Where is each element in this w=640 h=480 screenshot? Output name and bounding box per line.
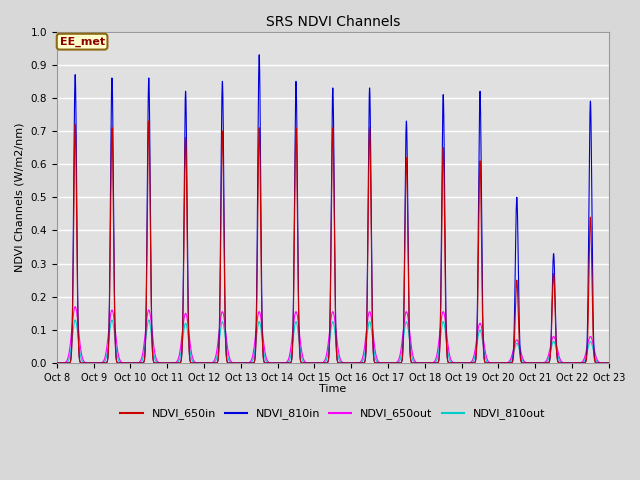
NDVI_810in bbox=[548, 307, 556, 313]
NDVI_810in bbox=[597, 360, 605, 366]
NDVI_650out bbox=[301, 359, 309, 365]
NDVI_650in bbox=[53, 360, 61, 366]
NDVI_650out bbox=[532, 360, 540, 366]
NDVI_650in bbox=[145, 118, 152, 124]
NDVI_650out bbox=[604, 360, 611, 366]
NDVI_810out bbox=[405, 334, 413, 340]
NDVI_650out bbox=[548, 337, 556, 343]
NDVI_810out bbox=[53, 360, 61, 366]
NDVI_650in bbox=[605, 360, 612, 366]
NDVI_650out bbox=[597, 360, 605, 366]
NDVI_810out bbox=[532, 360, 540, 366]
NDVI_650in bbox=[405, 323, 413, 328]
NDVI_650in bbox=[301, 360, 309, 366]
NDVI_810out bbox=[605, 360, 612, 366]
NDVI_650in bbox=[532, 360, 540, 366]
NDVI_810in bbox=[301, 360, 309, 366]
Y-axis label: NDVI Channels (W/m2/nm): NDVI Channels (W/m2/nm) bbox=[15, 122, 25, 272]
NDVI_650out bbox=[53, 360, 61, 366]
NDVI_650out bbox=[71, 304, 79, 310]
NDVI_650in bbox=[597, 360, 605, 366]
NDVI_810in bbox=[605, 360, 612, 366]
Line: NDVI_650out: NDVI_650out bbox=[57, 307, 609, 363]
X-axis label: Time: Time bbox=[319, 384, 346, 394]
NDVI_810in bbox=[53, 360, 61, 366]
Line: NDVI_650in: NDVI_650in bbox=[57, 121, 609, 363]
NDVI_650in bbox=[548, 317, 556, 323]
NDVI_810out bbox=[604, 360, 611, 366]
Title: SRS NDVI Channels: SRS NDVI Channels bbox=[266, 15, 400, 29]
Legend: NDVI_650in, NDVI_810in, NDVI_650out, NDVI_810out: NDVI_650in, NDVI_810in, NDVI_650out, NDV… bbox=[116, 404, 550, 424]
NDVI_810out bbox=[548, 342, 556, 348]
NDVI_810in bbox=[255, 52, 263, 58]
NDVI_810in bbox=[532, 360, 540, 366]
Line: NDVI_810out: NDVI_810out bbox=[57, 320, 609, 363]
Text: EE_met: EE_met bbox=[60, 36, 105, 47]
NDVI_810in bbox=[604, 360, 611, 366]
Line: NDVI_810in: NDVI_810in bbox=[57, 55, 609, 363]
NDVI_810in bbox=[405, 316, 413, 322]
NDVI_650out bbox=[605, 360, 612, 366]
NDVI_810out bbox=[71, 317, 79, 323]
NDVI_650in bbox=[604, 360, 611, 366]
NDVI_810out bbox=[301, 360, 309, 366]
NDVI_650out bbox=[405, 324, 413, 329]
NDVI_810out bbox=[597, 360, 605, 366]
